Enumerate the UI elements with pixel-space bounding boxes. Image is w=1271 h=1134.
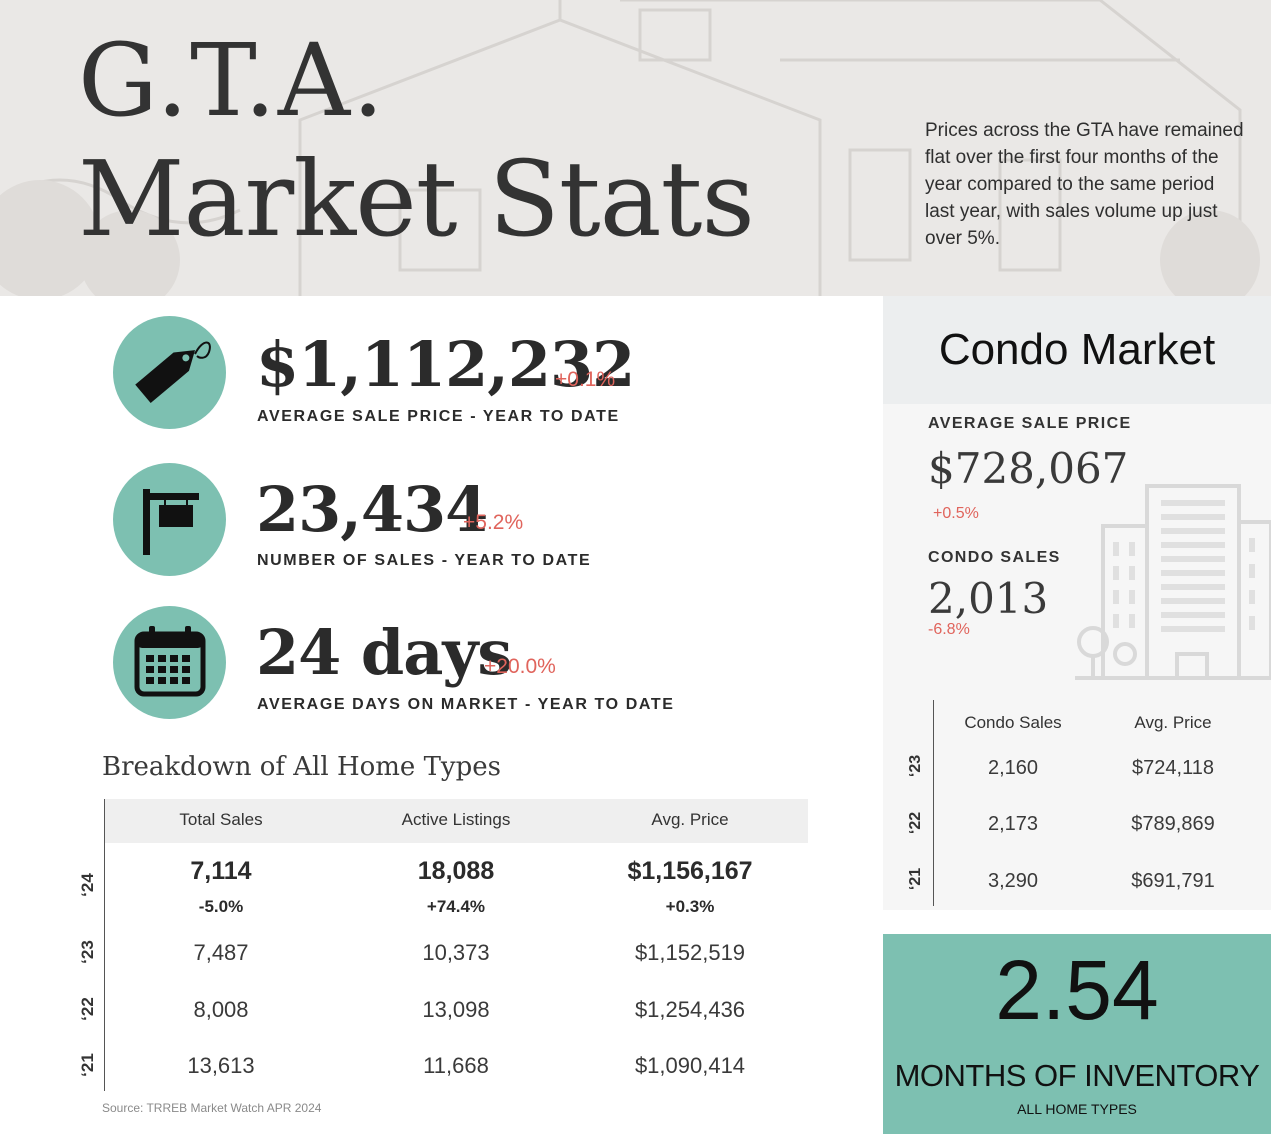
table-cell: 13,098 [422, 997, 490, 1022]
inventory-panel [883, 934, 1271, 1134]
column-header-avg-price: Avg. Price [651, 810, 729, 829]
stat-change: +0.1% [555, 368, 616, 391]
condo-avg-price-label: AVERAGE SALE PRICE [928, 415, 1132, 432]
table-cell-change: +0.3% [665, 897, 715, 916]
stat-label: AVERAGE SALE PRICE - YEAR TO DATE [257, 408, 620, 425]
stat-label: AVERAGE DAYS ON MARKET - YEAR TO DATE [257, 696, 675, 713]
condo-row-year-label: ‘23 [907, 754, 924, 778]
breakdown-divider [104, 799, 105, 1091]
table-cell: $1,090,414 [634, 1053, 746, 1078]
condo-table-cell: $691,791 [1131, 870, 1215, 892]
stat-change: +5.2% [463, 511, 524, 534]
inventory-label: MONTHS OF INVENTORY [894, 1058, 1260, 1093]
condo-avg-price-value: $728,067 [928, 444, 1129, 493]
condo-table-cell: 2,173 [987, 813, 1039, 835]
condo-table-cell: 3,290 [987, 870, 1039, 892]
condo-column-header-sales: Condo Sales [964, 713, 1062, 732]
row-year-label: ‘23 [78, 940, 97, 964]
source-note: Source: TRREB Market Watch APR 2024 [102, 1101, 322, 1115]
stat-average-sale-price: $1,112,232 +0.1% AVERAGE SALE PRICE - YE… [113, 316, 813, 431]
row-year-label: ‘21 [78, 1053, 97, 1077]
row-year-label: ‘24 [78, 873, 97, 897]
inventory-value: 2.54 [995, 943, 1159, 1037]
condo-row-year-label: ‘21 [907, 867, 924, 891]
condo-table-cell: $789,869 [1131, 813, 1215, 835]
condo-table-divider [933, 700, 934, 906]
condo-row-year-label: ‘22 [907, 811, 924, 835]
table-cell: 8,008 [193, 997, 249, 1022]
page-title-line-2: Market Stats [78, 138, 755, 260]
stat-value: 24 days [256, 616, 512, 689]
building-icon [1075, 484, 1271, 680]
stat-change: +20.0% [484, 655, 556, 678]
for-sale-sign-icon [113, 463, 226, 576]
breakdown-table-header [105, 799, 808, 843]
condo-avg-price-change: +0.5% [933, 505, 979, 522]
table-cell: 11,668 [423, 1053, 489, 1078]
breakdown-title: Breakdown of All Home Types [102, 752, 501, 782]
condo-market-title: Condo Market [938, 325, 1216, 374]
condo-table-cell: 2,160 [987, 757, 1039, 779]
stat-number-of-sales: 23,434 +5.2% NUMBER OF SALES - YEAR TO D… [113, 463, 813, 578]
condo-table-cell: $724,118 [1132, 757, 1214, 779]
intro-text: Prices across the GTA have remained flat… [925, 120, 1244, 249]
condo-sales-change: -6.8% [928, 621, 970, 638]
column-header-active-listings: Active Listings [401, 810, 511, 829]
header-banner: G.T.A. Market Stats Prices across the GT… [0, 0, 1271, 296]
stat-value: 23,434 [256, 473, 488, 546]
table-cell: $1,152,519 [634, 940, 746, 965]
stat-days-on-market: 24 days +20.0% AVERAGE DAYS ON MARKET - … [113, 606, 813, 721]
table-cell: 7,114 [190, 857, 252, 885]
table-cell: 18,088 [417, 857, 495, 885]
row-year-label: ‘22 [78, 997, 97, 1021]
house-background-image [0, 0, 1271, 296]
condo-sales-label: CONDO SALES [928, 549, 1061, 566]
page-title-line-1: G.T.A. [78, 22, 386, 139]
condo-market-header [883, 296, 1271, 404]
stat-label: NUMBER OF SALES - YEAR TO DATE [257, 552, 592, 569]
inventory-sublabel: ALL HOME TYPES [1017, 1101, 1137, 1117]
table-cell: 7,487 [193, 940, 249, 965]
condo-sales-value: 2,013 [928, 574, 1049, 623]
column-header-total-sales: Total Sales [179, 810, 263, 829]
stat-value: $1,112,232 [256, 328, 635, 401]
condo-column-header-avg-price: Avg. Price [1134, 713, 1212, 732]
price-tag-icon [113, 316, 226, 429]
table-cell: $1,254,436 [634, 997, 746, 1022]
table-cell: 10,373 [422, 940, 490, 965]
calendar-icon [113, 606, 226, 719]
table-cell: 13,613 [187, 1053, 255, 1078]
table-cell-change: -5.0% [198, 897, 244, 916]
table-cell-change: +74.4% [426, 897, 486, 916]
table-cell: $1,156,167 [627, 857, 753, 885]
